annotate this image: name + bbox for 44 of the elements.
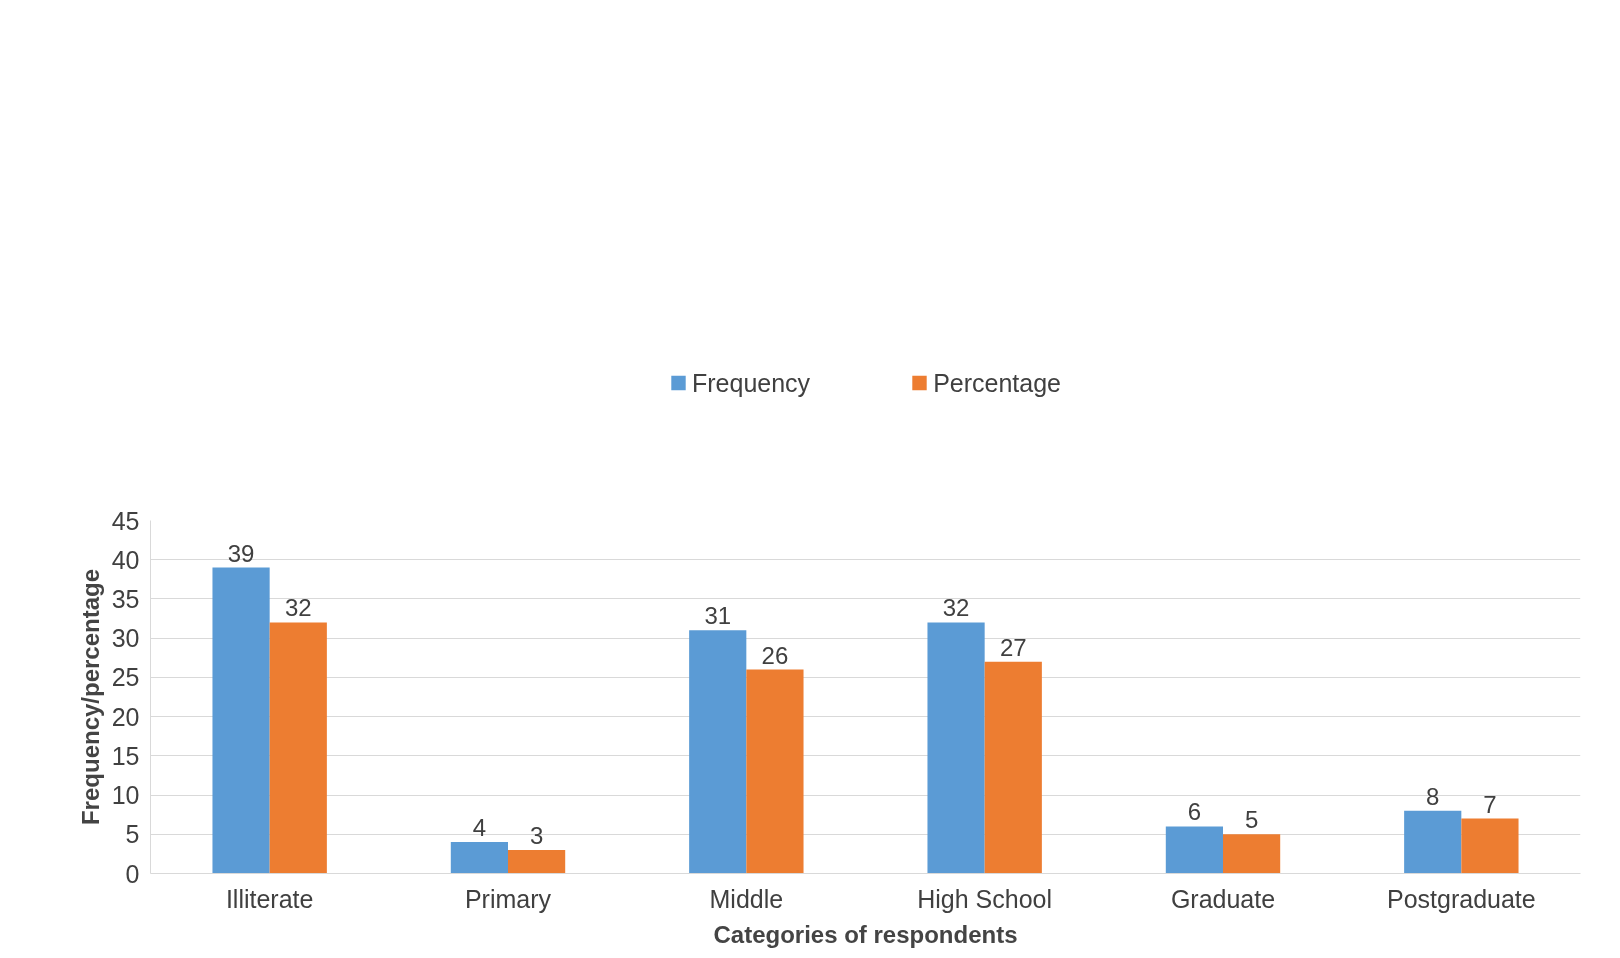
y-tick-label: 40 bbox=[111, 545, 140, 574]
x-tick-label: Postgraduate bbox=[1386, 884, 1536, 913]
data-label: 3 bbox=[529, 821, 544, 849]
bar bbox=[508, 849, 566, 874]
bar bbox=[689, 630, 747, 874]
data-label: 6 bbox=[1187, 798, 1202, 826]
y-tick-label: 20 bbox=[111, 702, 140, 731]
data-label: 5 bbox=[1244, 806, 1259, 834]
legend-label: Frequency bbox=[692, 368, 811, 398]
bar bbox=[212, 567, 270, 874]
y-tick-label: 15 bbox=[111, 741, 140, 770]
y-tick-label: 45 bbox=[111, 506, 140, 535]
bar bbox=[1461, 818, 1519, 874]
bar bbox=[1404, 810, 1462, 874]
y-tick-label: 0 bbox=[125, 859, 140, 888]
data-label: 32 bbox=[284, 594, 312, 622]
x-tick-label: Middle bbox=[709, 884, 784, 913]
y-tick-label: 5 bbox=[125, 820, 140, 849]
data-label: 26 bbox=[761, 641, 789, 669]
bar bbox=[450, 842, 508, 874]
y-tick-label: 10 bbox=[111, 781, 140, 810]
y-tick-label: 35 bbox=[111, 584, 140, 613]
data-label: 31 bbox=[704, 602, 732, 630]
data-label: 27 bbox=[999, 633, 1027, 661]
data-label: 32 bbox=[942, 594, 970, 622]
data-label: 4 bbox=[472, 814, 487, 842]
x-axis-title: Categories of respondents bbox=[713, 920, 1018, 948]
y-axis-title: Frequency/percentage bbox=[76, 568, 104, 826]
x-tick-label: High School bbox=[917, 884, 1053, 913]
y-tick-label: 30 bbox=[111, 624, 140, 653]
x-tick-label: Illiterate bbox=[225, 884, 314, 913]
legend-label: Percentage bbox=[933, 368, 1061, 398]
x-tick-label: Graduate bbox=[1170, 884, 1276, 913]
data-label: 39 bbox=[227, 539, 255, 567]
x-tick-label: Primary bbox=[464, 884, 552, 913]
bar bbox=[984, 661, 1042, 874]
bar bbox=[1165, 826, 1223, 874]
data-label: 8 bbox=[1426, 782, 1440, 810]
bar bbox=[927, 622, 985, 874]
bar bbox=[746, 669, 804, 874]
y-tick-label: 25 bbox=[111, 663, 140, 692]
bar bbox=[1223, 834, 1281, 874]
data-label: 7 bbox=[1483, 790, 1497, 818]
bar bbox=[269, 622, 327, 874]
